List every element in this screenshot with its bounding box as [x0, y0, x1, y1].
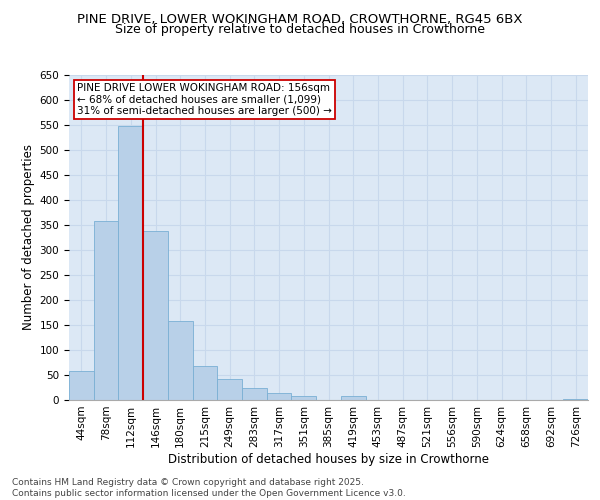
Bar: [69, 371, 94, 400]
X-axis label: Distribution of detached houses by size in Crowthorne: Distribution of detached houses by size …: [168, 452, 489, 466]
Bar: [563, 398, 588, 400]
Bar: [292, 396, 316, 400]
Text: Contains HM Land Registry data © Crown copyright and database right 2025.
Contai: Contains HM Land Registry data © Crown c…: [12, 478, 406, 498]
Text: PINE DRIVE, LOWER WOKINGHAM ROAD, CROWTHORNE, RG45 6BX: PINE DRIVE, LOWER WOKINGHAM ROAD, CROWTH…: [77, 12, 523, 26]
Bar: [217, 379, 242, 400]
Bar: [118, 126, 143, 400]
Bar: [341, 396, 365, 400]
Bar: [242, 388, 267, 400]
Text: Size of property relative to detached houses in Crowthorne: Size of property relative to detached ho…: [115, 22, 485, 36]
Bar: [94, 222, 118, 400]
Bar: [193, 366, 217, 400]
Bar: [168, 321, 193, 400]
Bar: [267, 392, 292, 400]
Y-axis label: Number of detached properties: Number of detached properties: [22, 144, 35, 330]
Text: PINE DRIVE LOWER WOKINGHAM ROAD: 156sqm
← 68% of detached houses are smaller (1,: PINE DRIVE LOWER WOKINGHAM ROAD: 156sqm …: [77, 83, 332, 116]
Bar: [143, 231, 168, 400]
